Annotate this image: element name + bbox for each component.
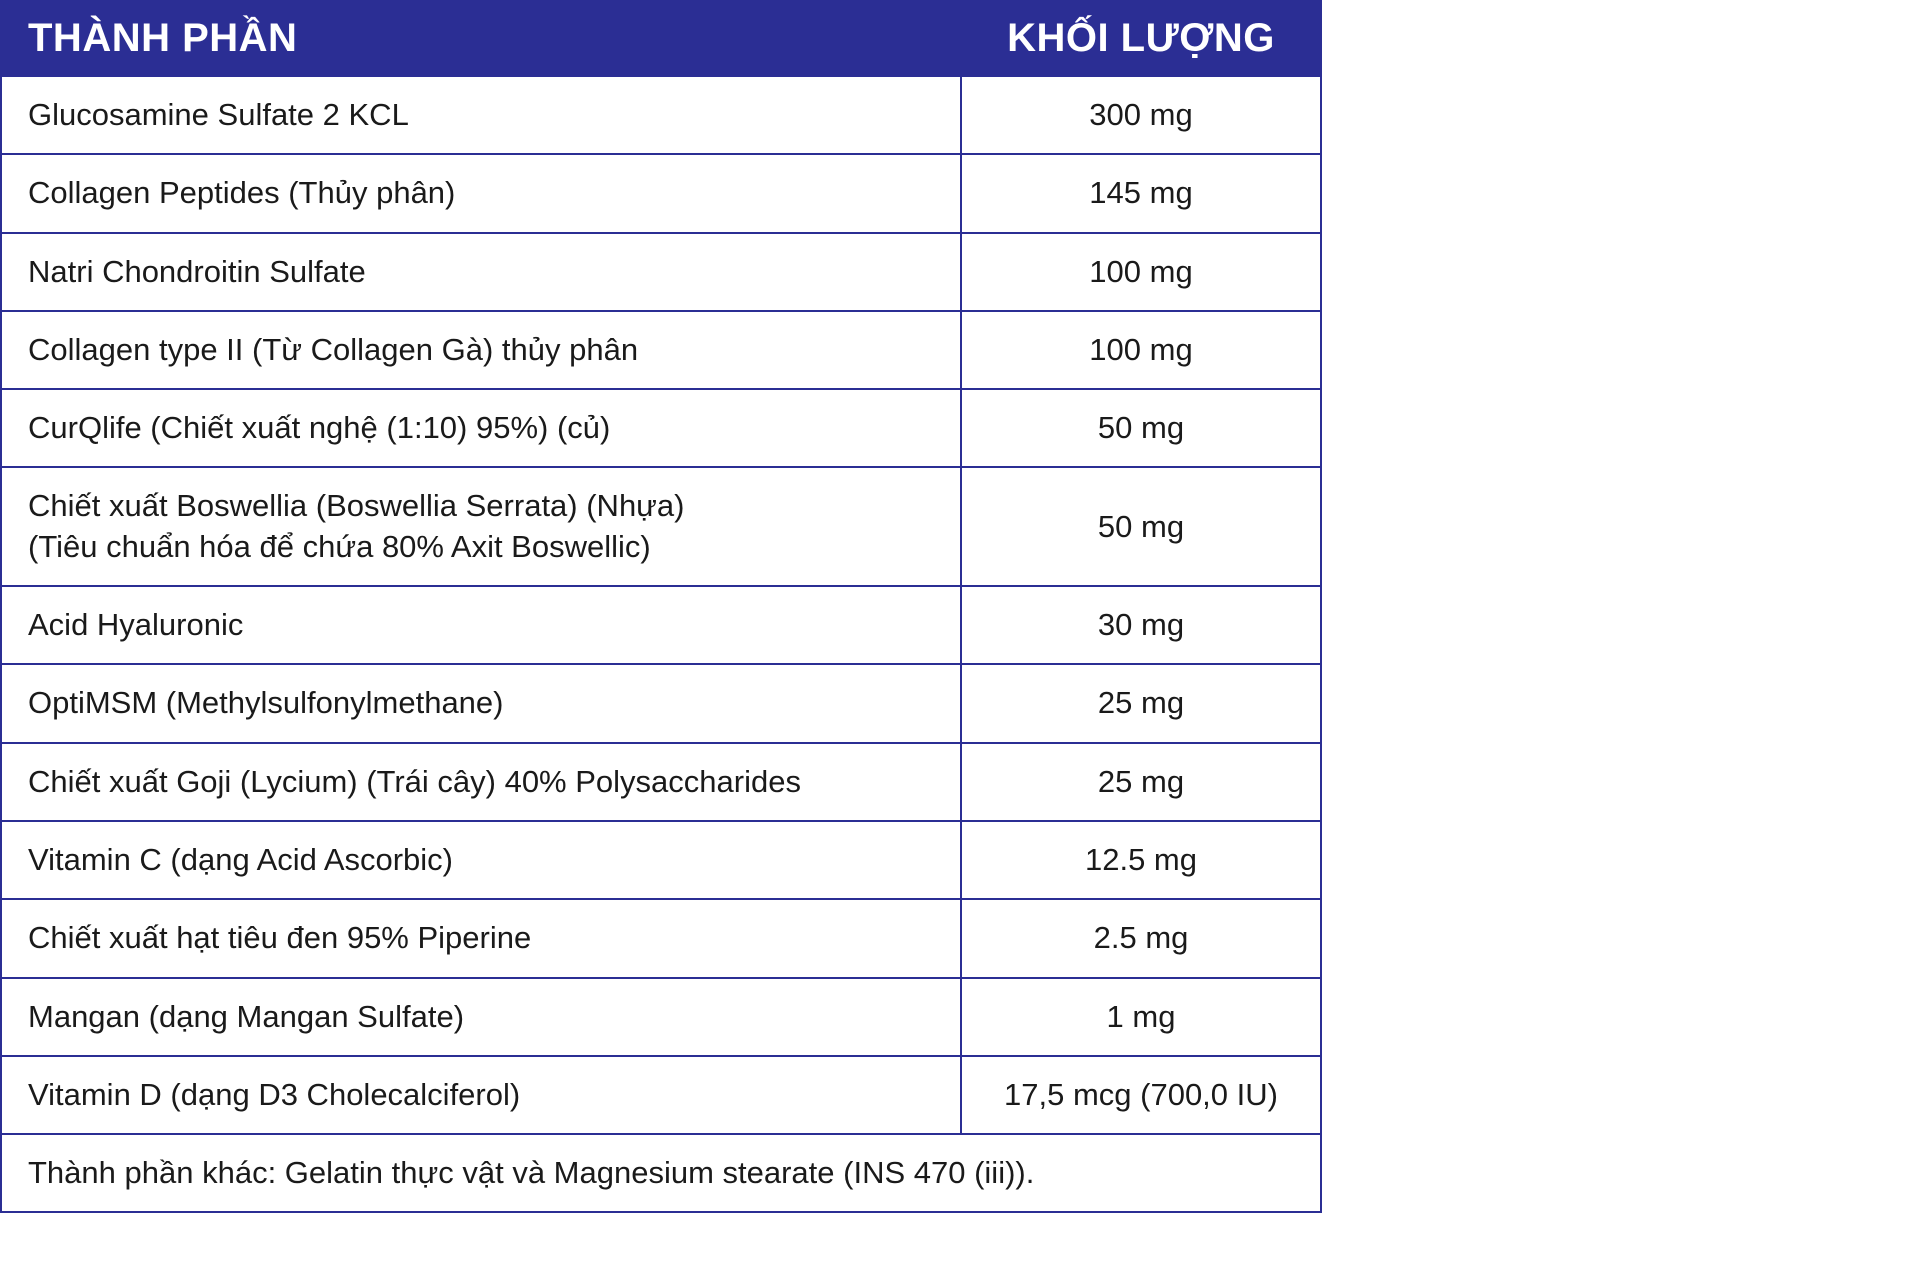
amount-cell: 100 mg: [961, 311, 1321, 389]
ingredients-table-wrap: THÀNH PHẦN KHỐI LƯỢNG Glucosamine Sulfat…: [0, 0, 1320, 1213]
table-row: Vitamin C (dạng Acid Ascorbic) 12.5 mg: [1, 821, 1321, 899]
table-row: Chiết xuất Goji (Lycium) (Trái cây) 40% …: [1, 743, 1321, 821]
header-ingredient: THÀNH PHẦN: [1, 1, 961, 76]
amount-cell: 2.5 mg: [961, 899, 1321, 977]
ingredient-cell: Mangan (dạng Mangan Sulfate): [1, 978, 961, 1056]
amount-cell: 145 mg: [961, 154, 1321, 232]
amount-cell: 50 mg: [961, 389, 1321, 467]
table-row: Acid Hyaluronic 30 mg: [1, 586, 1321, 664]
amount-cell: 30 mg: [961, 586, 1321, 664]
table-row: Chiết xuất Boswellia (Boswellia Serrata)…: [1, 467, 1321, 586]
footer-cell: Thành phần khác: Gelatin thực vật và Mag…: [1, 1134, 1321, 1212]
ingredient-cell: Chiết xuất Goji (Lycium) (Trái cây) 40% …: [1, 743, 961, 821]
amount-cell: 1 mg: [961, 978, 1321, 1056]
ingredient-cell: Vitamin C (dạng Acid Ascorbic): [1, 821, 961, 899]
amount-cell: 25 mg: [961, 743, 1321, 821]
ingredient-cell: OptiMSM (Methylsulfonylmethane): [1, 664, 961, 742]
ingredient-cell: Collagen Peptides (Thủy phân): [1, 154, 961, 232]
ingredient-cell: Chiết xuất hạt tiêu đen 95% Piperine: [1, 899, 961, 977]
table-row: Collagen Peptides (Thủy phân) 145 mg: [1, 154, 1321, 232]
amount-cell: 12.5 mg: [961, 821, 1321, 899]
table-footer-row: Thành phần khác: Gelatin thực vật và Mag…: [1, 1134, 1321, 1212]
amount-cell: 100 mg: [961, 233, 1321, 311]
table-row: Natri Chondroitin Sulfate 100 mg: [1, 233, 1321, 311]
ingredient-line: Chiết xuất Boswellia (Boswellia Serrata)…: [28, 486, 934, 526]
table-row: Collagen type II (Từ Collagen Gà) thủy p…: [1, 311, 1321, 389]
table-row: Chiết xuất hạt tiêu đen 95% Piperine 2.5…: [1, 899, 1321, 977]
amount-cell: 25 mg: [961, 664, 1321, 742]
table-row: CurQlife (Chiết xuất nghệ (1:10) 95%) (c…: [1, 389, 1321, 467]
table-row: Vitamin D (dạng D3 Cholecalciferol) 17,5…: [1, 1056, 1321, 1134]
amount-cell: 50 mg: [961, 467, 1321, 586]
table-header-row: THÀNH PHẦN KHỐI LƯỢNG: [1, 1, 1321, 76]
header-amount: KHỐI LƯỢNG: [961, 1, 1321, 76]
ingredient-cell: Acid Hyaluronic: [1, 586, 961, 664]
amount-cell: 300 mg: [961, 76, 1321, 154]
table-row: OptiMSM (Methylsulfonylmethane) 25 mg: [1, 664, 1321, 742]
ingredient-cell: Collagen type II (Từ Collagen Gà) thủy p…: [1, 311, 961, 389]
ingredients-table: THÀNH PHẦN KHỐI LƯỢNG Glucosamine Sulfat…: [0, 0, 1322, 1213]
ingredient-line: (Tiêu chuẩn hóa để chứa 80% Axit Boswell…: [28, 527, 934, 567]
ingredient-cell: Natri Chondroitin Sulfate: [1, 233, 961, 311]
ingredient-cell: Chiết xuất Boswellia (Boswellia Serrata)…: [1, 467, 961, 586]
table-row: Mangan (dạng Mangan Sulfate) 1 mg: [1, 978, 1321, 1056]
ingredient-cell: Glucosamine Sulfate 2 KCL: [1, 76, 961, 154]
table-row: Glucosamine Sulfate 2 KCL 300 mg: [1, 76, 1321, 154]
ingredient-cell: CurQlife (Chiết xuất nghệ (1:10) 95%) (c…: [1, 389, 961, 467]
ingredient-cell: Vitamin D (dạng D3 Cholecalciferol): [1, 1056, 961, 1134]
amount-cell: 17,5 mcg (700,0 IU): [961, 1056, 1321, 1134]
